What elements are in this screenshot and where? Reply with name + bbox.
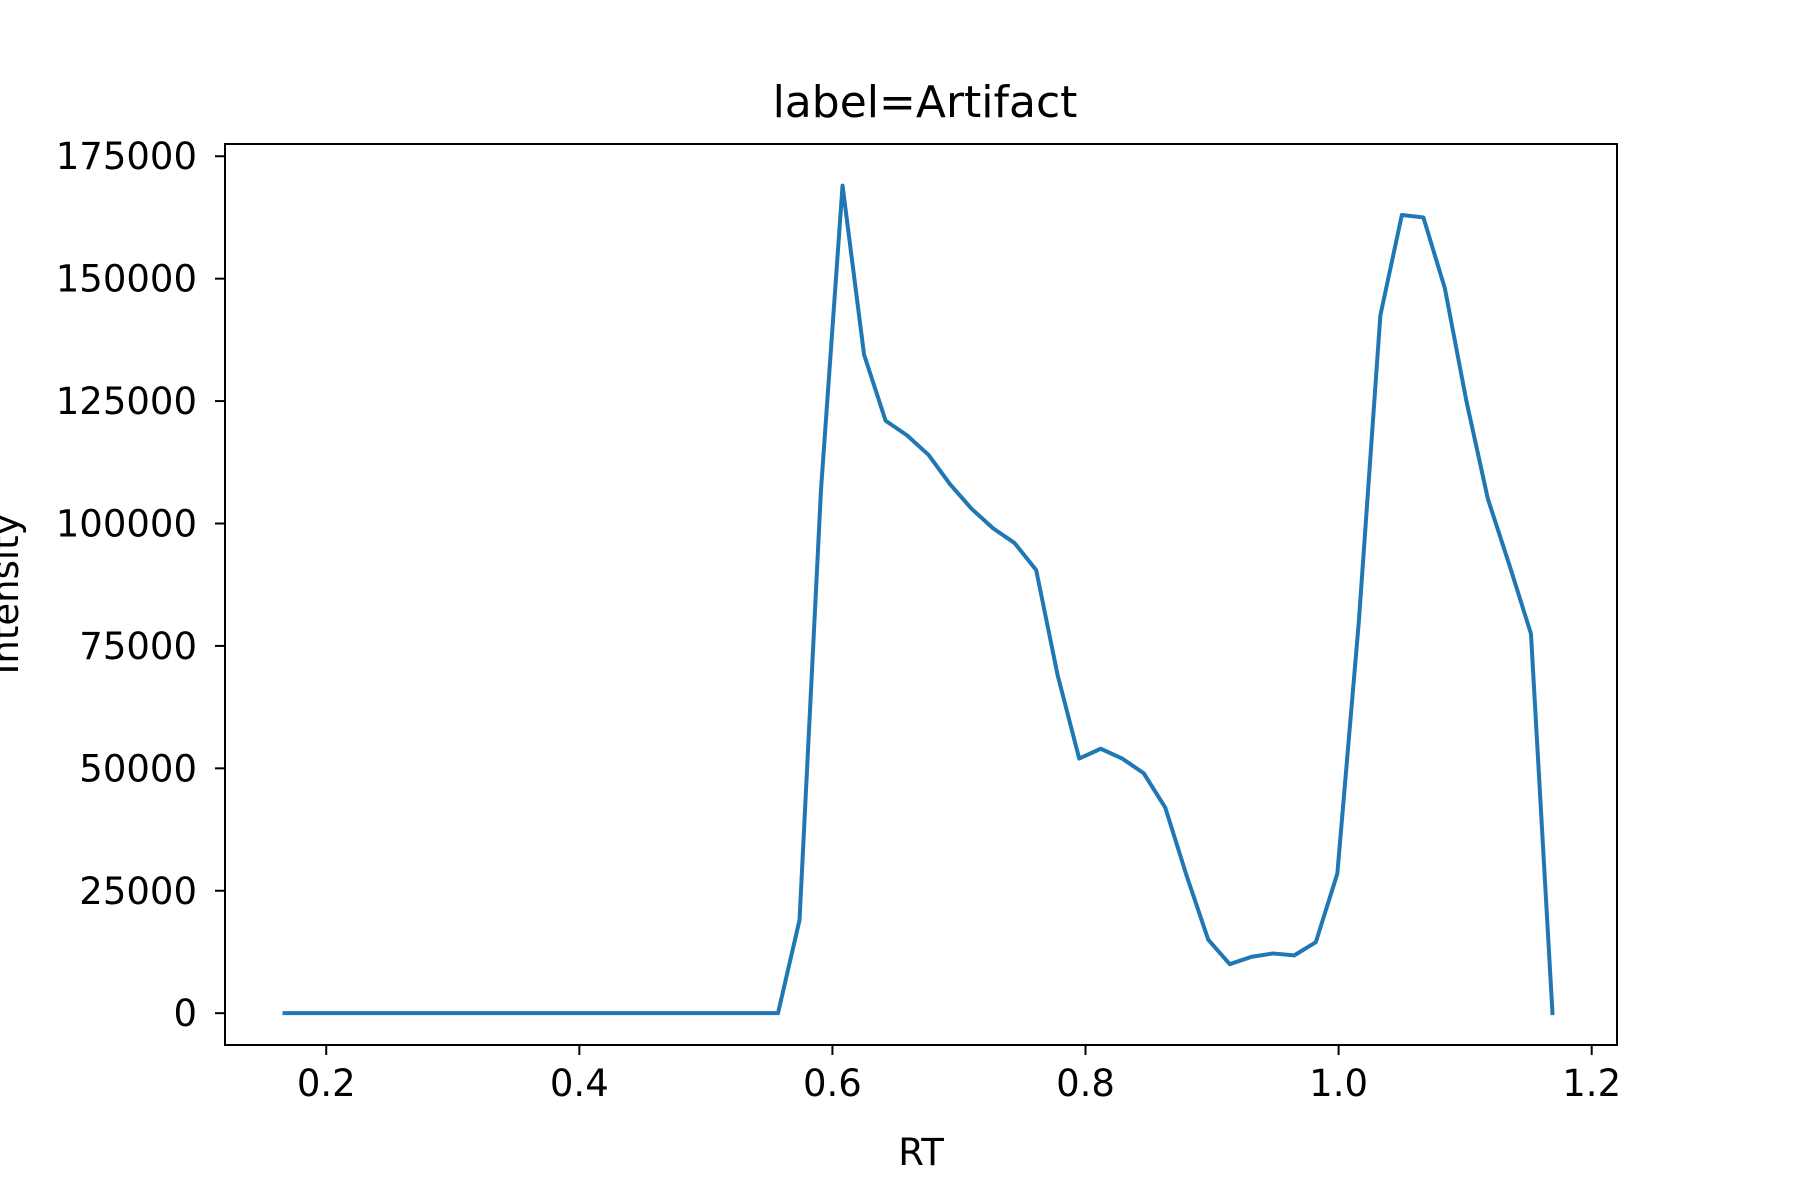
x-tick-label: 1.0 (1309, 1062, 1368, 1105)
x-axis-ticks: 0.2 0.4 0.6 0.8 1.0 1.2 (297, 1045, 1621, 1105)
x-tick-label: 1.2 (1562, 1062, 1621, 1105)
x-tick-label: 0.4 (550, 1062, 609, 1105)
y-axis-ticks: 0 25000 50000 75000 100000 125000 150000 175000 (56, 135, 225, 1035)
x-tick-label: 0.6 (803, 1062, 862, 1105)
y-tick-label: 150000 (56, 258, 197, 301)
y-tick-label: 50000 (79, 747, 197, 790)
y-tick-label: 100000 (56, 502, 197, 545)
series-line-0 (282, 183, 1555, 1016)
y-tick-label: 175000 (56, 135, 197, 178)
x-tick-label: 0.8 (1056, 1062, 1115, 1105)
plot-content (282, 183, 1555, 1016)
y-tick-label: 25000 (79, 870, 197, 913)
x-axis-label: RT (898, 1131, 944, 1174)
y-tick-label: 0 (173, 992, 197, 1035)
x-tick-label: 0.2 (297, 1062, 356, 1105)
chart-title: label=Artifact (773, 77, 1078, 128)
plot-frame (224, 143, 1618, 1046)
y-tick-label: 75000 (79, 625, 197, 668)
y-axis-label: Intensity (0, 513, 27, 674)
y-tick-label: 125000 (56, 380, 197, 423)
